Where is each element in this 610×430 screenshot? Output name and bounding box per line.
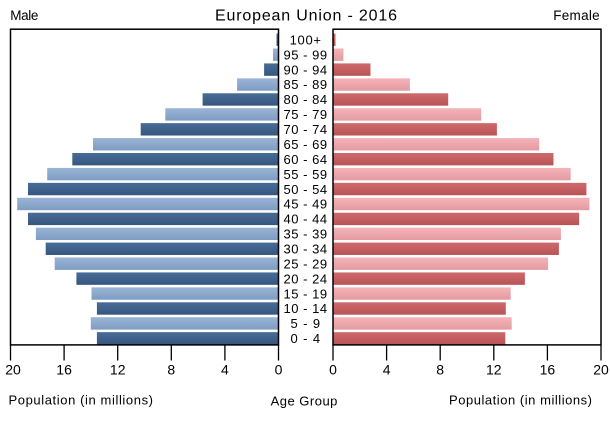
svg-text:0: 0 xyxy=(275,362,283,378)
svg-text:60 - 64: 60 - 64 xyxy=(284,152,328,167)
svg-text:0: 0 xyxy=(329,362,337,378)
svg-text:8: 8 xyxy=(167,362,175,378)
svg-text:25 - 29: 25 - 29 xyxy=(284,256,328,271)
svg-text:16: 16 xyxy=(540,362,556,378)
svg-text:35 - 39: 35 - 39 xyxy=(284,227,328,242)
svg-text:75 - 79: 75 - 79 xyxy=(284,107,328,122)
svg-text:Population (in millions): Population (in millions) xyxy=(449,393,592,408)
svg-text:European Union - 2016: European Union - 2016 xyxy=(215,7,397,24)
svg-text:40 - 44: 40 - 44 xyxy=(284,212,328,227)
svg-text:30 - 34: 30 - 34 xyxy=(284,241,328,256)
svg-text:80 - 84: 80 - 84 xyxy=(284,92,328,107)
svg-text:12: 12 xyxy=(486,362,502,378)
svg-text:8: 8 xyxy=(436,362,444,378)
svg-text:12: 12 xyxy=(110,362,126,378)
svg-text:Age Group: Age Group xyxy=(271,394,338,409)
svg-text:20: 20 xyxy=(5,362,21,378)
svg-text:16: 16 xyxy=(56,362,72,378)
svg-text:4: 4 xyxy=(383,362,391,378)
svg-text:45 - 49: 45 - 49 xyxy=(284,197,328,212)
svg-text:0 - 4: 0 - 4 xyxy=(291,331,321,346)
svg-text:15 - 19: 15 - 19 xyxy=(284,286,328,301)
svg-text:Female: Female xyxy=(553,8,600,23)
svg-text:5 - 9: 5 - 9 xyxy=(291,316,321,331)
svg-text:Population (in millions): Population (in millions) xyxy=(9,393,154,408)
svg-text:Male: Male xyxy=(10,8,38,23)
svg-text:20: 20 xyxy=(593,362,609,378)
svg-text:65 - 69: 65 - 69 xyxy=(284,137,328,152)
svg-text:20 - 24: 20 - 24 xyxy=(284,271,328,286)
svg-text:55 - 59: 55 - 59 xyxy=(284,167,328,182)
svg-text:10 - 14: 10 - 14 xyxy=(284,301,328,316)
svg-text:70 - 74: 70 - 74 xyxy=(284,122,328,137)
svg-text:50 - 54: 50 - 54 xyxy=(284,182,328,197)
svg-text:100+: 100+ xyxy=(290,32,321,47)
svg-text:90 - 94: 90 - 94 xyxy=(284,62,328,77)
svg-text:85 - 89: 85 - 89 xyxy=(284,77,328,92)
svg-text:95 - 99: 95 - 99 xyxy=(284,47,328,62)
svg-text:4: 4 xyxy=(221,362,229,378)
